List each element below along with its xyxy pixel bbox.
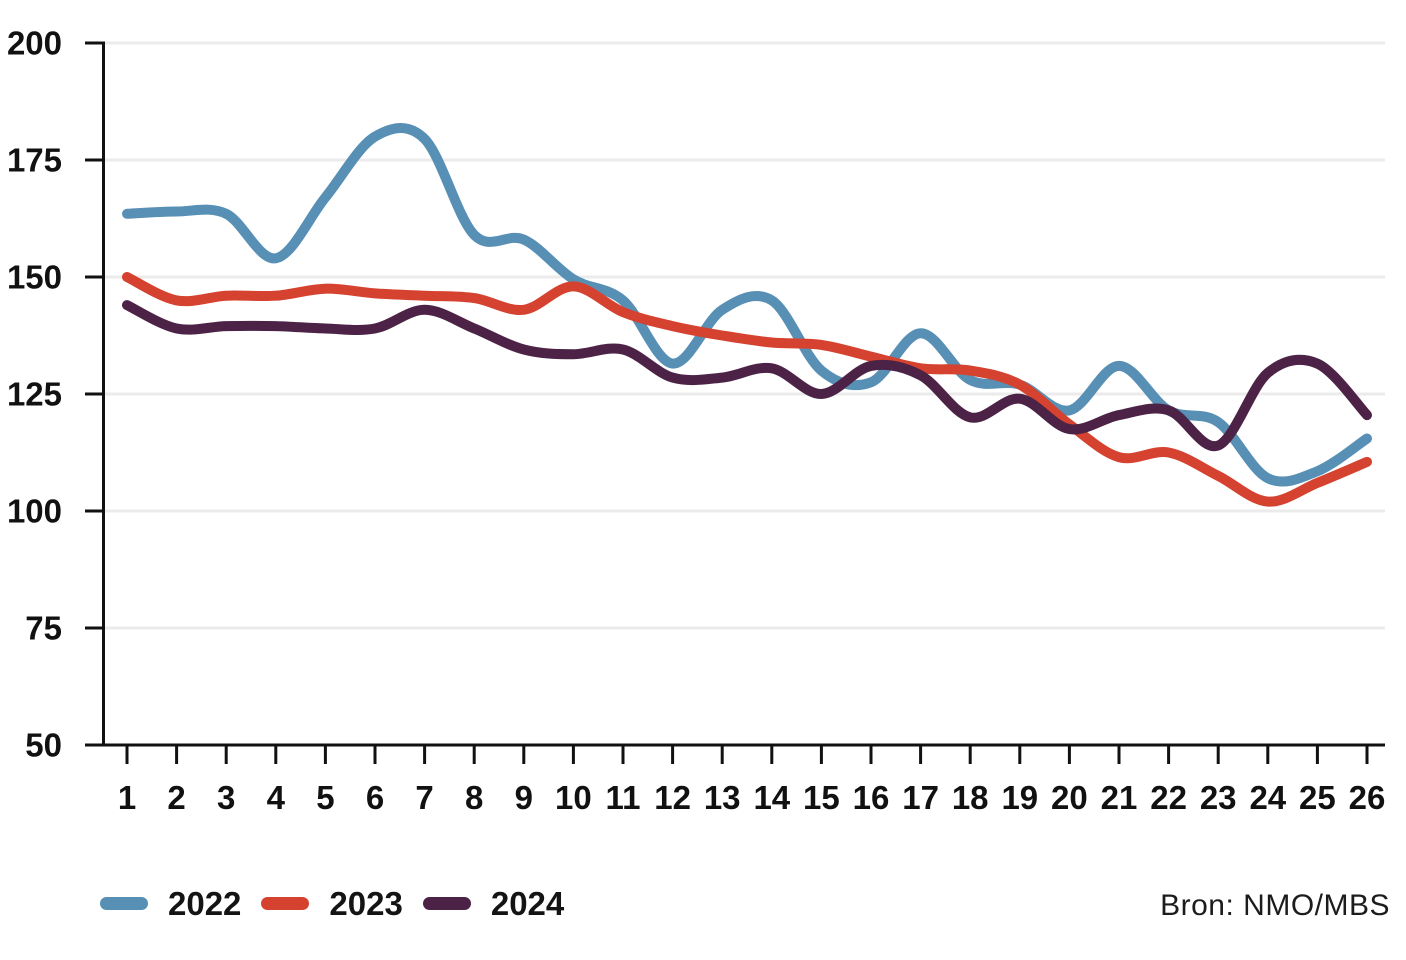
x-tick-label-10: 10 [555,779,592,816]
x-tick-label-4: 4 [267,779,286,816]
y-tick-label-100: 100 [7,493,62,530]
y-tick-label-150: 150 [7,259,62,296]
x-tick-label-16: 16 [853,779,890,816]
legend-swatch-2022-icon [100,897,148,910]
legend-item-2022: 2022 [100,887,241,920]
chart-legend: 2022 2023 2024 [100,887,564,920]
x-tick-label-14: 14 [753,779,790,816]
x-tick-label-3: 3 [217,779,235,816]
x-tick-label-15: 15 [803,779,840,816]
x-tick-label-1: 1 [118,779,136,816]
x-tick-label-26: 26 [1349,779,1386,816]
y-tick-label-75: 75 [25,610,62,647]
legend-label-2023: 2023 [329,885,403,922]
legend-item-2024: 2024 [422,885,565,922]
x-tick-label-8: 8 [465,779,483,816]
source-label: Bron: NMO/MBS [1160,889,1390,922]
x-tick-label-21: 21 [1101,779,1138,816]
series-line-2023 [122,272,1372,507]
x-tick-label-24: 24 [1249,779,1286,816]
x-tick-label-11: 11 [606,779,641,816]
legend-label-2024: 2024 [490,885,565,922]
legend-label-2022: 2022 [168,885,242,922]
x-tick-label-13: 13 [704,779,741,816]
x-tick-label-7: 7 [415,779,433,816]
x-tick-label-6: 6 [366,779,384,816]
y-tick-label-50: 50 [25,727,62,764]
y-tick-label-200: 200 [7,25,62,62]
x-tick-label-12: 12 [654,779,691,816]
x-tick-label-25: 25 [1299,779,1336,816]
x-tick-label-23: 23 [1200,779,1237,816]
series-line-2024 [122,300,1372,452]
x-tick-label-19: 19 [1001,779,1038,816]
legend-swatch-2024-icon [422,897,471,910]
x-tick-label-5: 5 [316,779,334,816]
legend-item-2023: 2023 [261,885,403,922]
y-tick-label-175: 175 [7,142,62,179]
legend-swatch-2023-icon [261,897,310,910]
x-tick-label-22: 22 [1150,779,1187,816]
x-tick-label-17: 17 [902,779,939,816]
series-line-2022 [122,123,1372,487]
x-tick-label-18: 18 [952,779,989,816]
x-tick-label-9: 9 [515,779,533,816]
x-tick-label-2: 2 [167,779,185,816]
y-tick-label-125: 125 [7,376,62,413]
x-tick-label-20: 20 [1051,779,1088,816]
